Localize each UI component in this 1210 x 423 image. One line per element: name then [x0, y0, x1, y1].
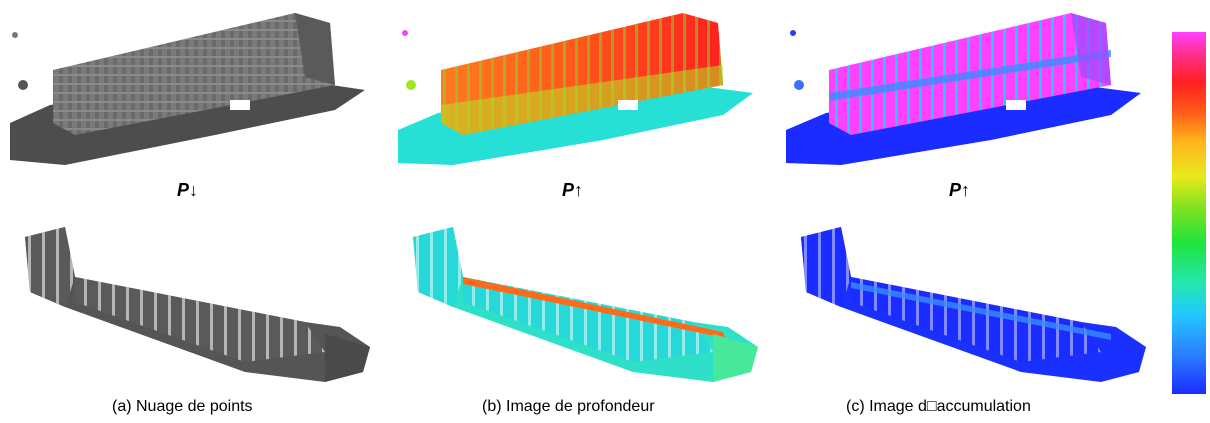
arrow-label-b: P↑ [562, 180, 584, 200]
accumulation-image-top-view [786, 13, 1141, 165]
caption-a: (a) Nuage de points [112, 398, 253, 415]
point-cloud-bottom-view [25, 227, 370, 382]
colorbar [1172, 32, 1206, 394]
depth-image-bottom-view [413, 227, 758, 382]
caption-b: (b) Image de profondeur [482, 398, 655, 415]
arrow-label-a: P↓ [177, 180, 199, 200]
accumulation-image-bottom-view [801, 227, 1146, 382]
depth-image-top-view [398, 13, 753, 165]
point-cloud-top-view [10, 13, 365, 165]
caption-c: (c) Image d□accumulation [846, 398, 1031, 415]
arrow-label-c: P↑ [949, 180, 971, 200]
